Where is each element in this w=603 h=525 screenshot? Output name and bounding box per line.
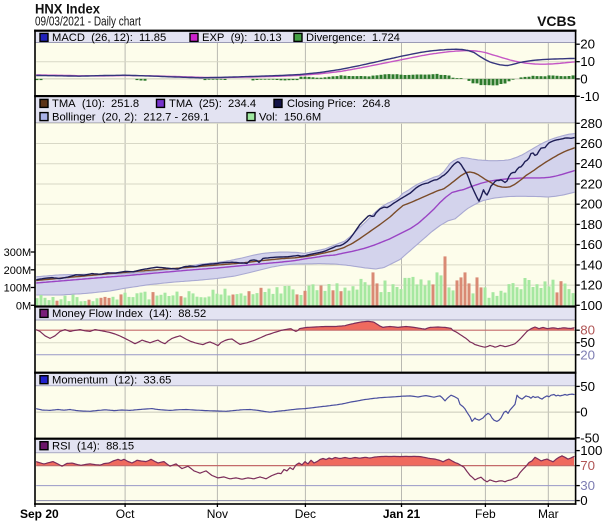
svg-text:0M: 0M [16,300,31,312]
svg-text:260: 260 [580,136,602,151]
svg-text:280: 280 [580,116,602,131]
svg-text:Dec: Dec [295,507,316,521]
svg-text:30: 30 [580,478,595,493]
svg-text:Closing Price: 264.8: Closing Price: 264.8 [287,98,390,110]
svg-text:Jan 21: Jan 21 [383,507,421,521]
svg-text:Vol: 150.6M: Vol: 150.6M [259,111,321,123]
svg-text:09/03/2021 - Daily chart: 09/03/2021 - Daily chart [35,16,142,29]
svg-text:200M: 200M [4,265,32,277]
svg-text:TMA (25): 234.4: TMA (25): 234.4 [169,98,256,110]
svg-text:70: 70 [580,458,595,473]
svg-text:100: 100 [580,443,602,458]
svg-text:Feb: Feb [475,507,496,521]
svg-text:180: 180 [580,217,602,232]
svg-text:Momentum (12): 33.65: Momentum (12): 33.65 [52,375,171,387]
svg-text:50: 50 [580,379,595,394]
svg-text:10: 10 [580,54,595,69]
svg-text:100: 100 [580,298,602,313]
svg-text:300M: 300M [4,247,32,259]
svg-text:Money Flow Index (14): 88.52: Money Flow Index (14): 88.52 [52,308,206,320]
svg-text:160: 160 [580,237,602,252]
svg-text:Divergence: 1.724: Divergence: 1.724 [306,32,400,44]
svg-text:80: 80 [580,323,595,338]
svg-text:Mar: Mar [538,507,559,521]
svg-text:240: 240 [580,156,602,171]
svg-text:EXP (9): 10.13: EXP (9): 10.13 [202,32,282,44]
svg-text:RSI (14): 88.15: RSI (14): 88.15 [52,441,134,453]
svg-text:0: 0 [580,405,587,420]
svg-text:100M: 100M [4,283,32,295]
svg-text:0: 0 [580,71,587,86]
svg-text:50: 50 [580,335,595,350]
svg-text:TMA (10): 251.8: TMA (10): 251.8 [52,98,139,110]
svg-text:200: 200 [580,197,602,212]
svg-text:VCBS: VCBS [537,13,576,29]
svg-text:120: 120 [580,278,602,293]
svg-text:HNX Index: HNX Index [35,1,100,17]
svg-text:MACD (26, 12): 11.85: MACD (26, 12): 11.85 [52,32,166,44]
svg-text:-10: -10 [580,89,599,104]
svg-text:Bollinger (20, 2): 212.7 - 2: Bollinger (20, 2): 212.7 - 269.1 [52,111,209,123]
svg-text:0: 0 [580,493,587,508]
svg-text:20: 20 [580,347,595,362]
svg-text:220: 220 [580,177,602,192]
svg-text:140: 140 [580,257,602,272]
svg-text:Oct: Oct [116,507,135,521]
svg-text:Nov: Nov [207,507,228,521]
svg-text:-50: -50 [580,430,599,445]
svg-text:Sep 20: Sep 20 [20,507,59,521]
svg-text:20: 20 [580,37,595,52]
